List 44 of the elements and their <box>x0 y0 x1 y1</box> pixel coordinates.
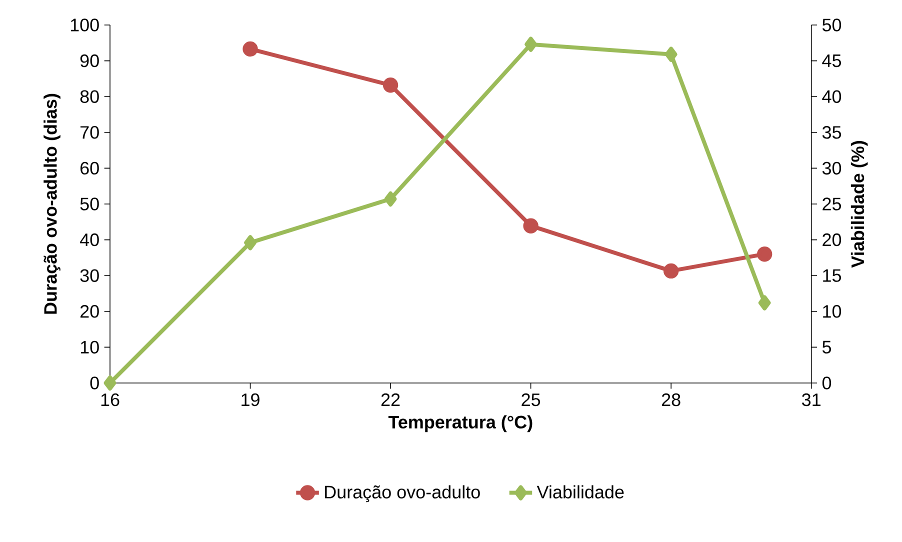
x-tick-label: 25 <box>522 393 540 406</box>
y2-tick-label: 25 <box>822 198 842 210</box>
x-tick-label: 31 <box>802 393 820 406</box>
y2-tick-label: 5 <box>822 340 832 354</box>
legend-label: Duração ovo-adulto <box>325 485 480 502</box>
y-axis-title: Duração ovo-adulto (dias) <box>44 94 60 314</box>
y-tick-label: 50 <box>80 198 99 210</box>
y-tick-label: 20 <box>80 305 99 318</box>
y-tick-label: 80 <box>80 90 99 103</box>
y-tick-label: 100 <box>70 18 99 32</box>
x-tick-label: 19 <box>242 393 260 406</box>
y-tick-label: 40 <box>80 233 99 246</box>
legend-label: Viabilidade <box>536 485 624 498</box>
y2-tick-label: 20 <box>822 233 842 246</box>
point <box>756 246 772 262</box>
y2-tick-label: 10 <box>823 305 842 318</box>
point <box>244 235 256 250</box>
y2-tick-label: 15 <box>823 269 842 282</box>
y2-tick-label: 0 <box>822 376 832 390</box>
y2-tick-label: 30 <box>822 162 842 175</box>
y-tick-label: 30 <box>80 269 99 282</box>
point <box>523 218 538 234</box>
y2-tick-label: 50 <box>822 18 842 32</box>
y-tick-label: 10 <box>80 340 99 354</box>
y-tick-label: 60 <box>80 162 99 175</box>
point <box>663 263 679 279</box>
y2-tick-label: 35 <box>822 126 842 139</box>
y2-axis-title: Viabilidade (%) <box>850 141 868 268</box>
y-tick-label: 0 <box>90 376 99 390</box>
x-tick-label: 16 <box>101 393 120 406</box>
x-tick-label: 28 <box>662 393 680 406</box>
point <box>384 191 397 207</box>
point <box>758 295 771 310</box>
y-tick-label: 90 <box>80 54 99 68</box>
y-tick-label: 70 <box>80 126 99 139</box>
point <box>104 375 116 391</box>
point <box>382 78 398 93</box>
point <box>664 46 678 62</box>
y2-tick-label: 40 <box>822 90 842 103</box>
point <box>524 36 538 52</box>
y2-tick-label: 45 <box>822 54 842 68</box>
x-tick-label: 22 <box>381 393 400 406</box>
point <box>242 41 258 57</box>
x-axis-title: Temperatura (°C) <box>388 415 532 432</box>
